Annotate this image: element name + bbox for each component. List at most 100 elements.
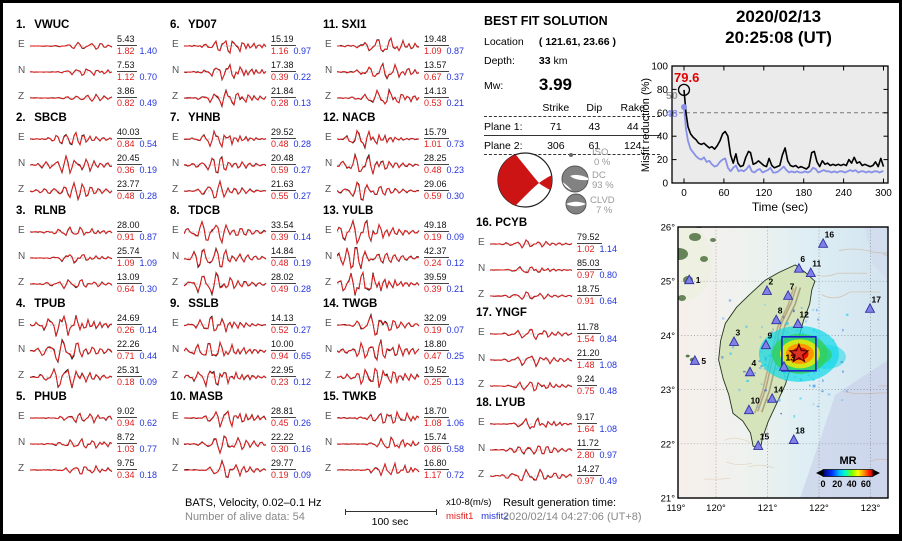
station-number: 5. xyxy=(16,391,26,403)
trace-row-E: E 15.19 1.16 0.97 xyxy=(170,33,324,59)
trace-svg xyxy=(336,247,421,270)
waveform-trace xyxy=(183,59,268,85)
synthetic-trace xyxy=(336,461,420,477)
misfit1-value: 0.39 xyxy=(271,72,289,82)
misfit-speckle xyxy=(821,390,824,393)
station-header: 15. TWKB xyxy=(323,391,477,405)
mw-row: Mw: 3.99 xyxy=(484,74,660,94)
waveform-trace xyxy=(336,270,421,297)
misfit-values: 0.52 0.27 xyxy=(271,325,323,336)
misfit-values: 0.91 0.87 xyxy=(117,232,169,243)
trace-row-N: N 13.57 0.67 0.37 xyxy=(323,59,477,85)
component-label: E xyxy=(172,318,179,329)
trace-values: 9.17 1.64 1.08 xyxy=(577,412,629,435)
trace-svg xyxy=(183,458,268,479)
mw-value: 3.99 xyxy=(538,75,573,94)
component-label: E xyxy=(172,132,179,143)
trace-row-Z: Z 14.13 0.53 0.21 xyxy=(323,85,477,111)
station-header: 5. PHUB xyxy=(16,391,170,405)
component-label: Z xyxy=(172,91,179,102)
x-tick-label: 0 xyxy=(681,188,687,199)
misfit-speckle xyxy=(721,317,725,320)
waveform-trace xyxy=(30,85,114,111)
trace-row-N: N 14.84 0.48 0.19 xyxy=(170,245,324,271)
amplitude-value: 32.09 xyxy=(424,313,449,325)
synthetic-trace xyxy=(29,181,113,201)
misfit2-value: 0.09 xyxy=(293,470,312,480)
x-axis-label: Time (sec) xyxy=(752,200,808,214)
synthetic-trace xyxy=(336,314,420,337)
trace-row-Z: Z 3.86 0.82 0.49 xyxy=(16,85,170,111)
trace-row-Z: Z 14.27 0.97 0.49 xyxy=(476,463,630,489)
misfit-values: 0.97 0.49 xyxy=(577,476,629,487)
station-number: 9. xyxy=(170,298,180,310)
station-block-MASB: 10. MASB E 28.81 0.45 0.26 N 22.22 0.30 0.16 Z 29.… xyxy=(170,391,324,483)
misfit2-value: 0.13 xyxy=(293,98,312,108)
component-label: Z xyxy=(172,277,179,288)
misfit2-value: 0.14 xyxy=(293,232,312,242)
station-code: PHUB xyxy=(31,391,67,403)
amplitude-value: 9.24 xyxy=(577,374,597,386)
bathymetry-contour xyxy=(842,391,888,395)
synthetic-trace xyxy=(336,89,420,105)
iso-percent: 0 % xyxy=(594,157,611,168)
amplitude-value: 15.19 xyxy=(271,34,296,46)
trace-values: 21.63 0.55 0.27 xyxy=(271,179,323,202)
misfit2-value: 0.49 xyxy=(139,98,158,108)
amplitude-value: 9.75 xyxy=(117,458,137,470)
station-header: 7. YHNB xyxy=(170,112,324,126)
waveform-trace xyxy=(183,405,268,431)
trace-row-N: N 25.74 1.09 1.09 xyxy=(16,245,170,271)
station-block-SSLB: 9. SSLB E 14.13 0.52 0.27 N 10.00 0.94 0.65 Z 22.9… xyxy=(170,298,324,390)
map-station-triangle-5 xyxy=(689,354,701,365)
trace-values: 9.24 0.75 0.48 xyxy=(577,374,629,397)
station-number: 13. xyxy=(323,205,339,217)
amplitude-value: 21.63 xyxy=(271,179,296,191)
amplitude-value: 28.02 xyxy=(271,272,296,284)
amplitude-value: 42.37 xyxy=(424,246,449,258)
station-block-RLNB: 3. RLNB E 28.00 0.91 0.87 N 25.74 1.09 1.09 Z 13.0… xyxy=(16,205,170,297)
synthetic-trace xyxy=(29,464,113,475)
trace-row-N: N 15.74 0.86 0.58 xyxy=(323,431,477,457)
bathymetry-contour xyxy=(877,385,888,387)
misfit1-value: 0.59 xyxy=(424,191,442,201)
station-number: 4. xyxy=(16,298,26,310)
station-code: YD07 xyxy=(185,19,217,31)
y-tick-label: 40 xyxy=(657,132,669,143)
station-code: TWKB xyxy=(339,391,377,403)
misfit2-value: 0.19 xyxy=(139,165,158,175)
waveform-trace xyxy=(29,431,114,457)
result-time-label: Result generation time: xyxy=(503,497,617,509)
trace-values: 16.80 1.17 0.72 xyxy=(424,458,476,481)
station-code: MASB xyxy=(186,391,224,403)
station-number: 8. xyxy=(170,205,180,217)
misfit-speckle xyxy=(766,399,769,402)
map-station-number-13: 13 xyxy=(785,352,795,362)
waveform-trace xyxy=(336,457,421,483)
component-label: N xyxy=(325,158,333,169)
station-block-PCYB: 16. PCYB E 79.52 1.02 1.14 N 85.03 0.97 0.80 Z 18.… xyxy=(476,217,630,309)
plane2-dip: 61 xyxy=(588,140,601,152)
misfit1-value: 0.45 xyxy=(271,418,289,428)
trace-values: 33.54 0.39 0.14 xyxy=(271,220,323,243)
waveform-trace xyxy=(183,85,268,111)
synthetic-trace xyxy=(336,247,420,270)
frame-edge xyxy=(0,534,902,541)
trace-row-N: N 28.25 0.48 0.23 xyxy=(323,152,477,178)
misfit1-value: 1.09 xyxy=(117,258,135,268)
trace-values: 8.72 1.03 0.77 xyxy=(117,432,169,455)
bathymetry-contour xyxy=(870,458,888,462)
component-label: E xyxy=(18,411,25,422)
y-tick-label: 100 xyxy=(651,62,668,73)
trace-row-Z: Z 22.95 0.23 0.12 xyxy=(170,364,324,390)
waveform-trace xyxy=(337,33,421,59)
map-station-triangle-9 xyxy=(760,339,772,350)
misfit-values: 0.24 0.12 xyxy=(424,258,476,269)
misfit1-value: 0.48 xyxy=(271,139,289,149)
waveform-trace xyxy=(183,152,268,178)
component-label: N xyxy=(325,344,333,355)
amplitude-value: 18.70 xyxy=(424,406,449,418)
trace-svg xyxy=(336,128,421,150)
waveform-trace xyxy=(29,271,114,297)
